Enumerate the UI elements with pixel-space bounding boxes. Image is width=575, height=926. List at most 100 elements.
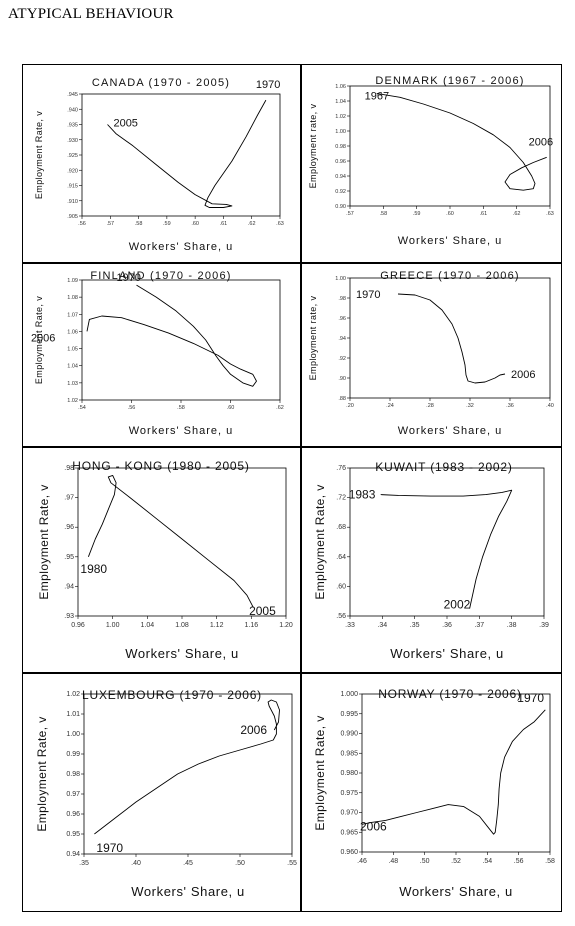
y-tick-label: 1.00 [335, 129, 346, 135]
x-axis-label: Workers' Share, u [125, 646, 239, 661]
chart-panel-5: HONG - KONG (1980 - 2005) 0.96 1.00 1.04 1.0… [37, 459, 293, 661]
y-tick-label: .88 [338, 396, 346, 402]
x-tick-label: .36 [506, 403, 514, 409]
y-axis-label: Employment Rate, v [34, 111, 44, 199]
x-tick-label: .38 [507, 622, 517, 629]
plot-area-frame [81, 279, 281, 401]
y-tick-label: .72 [336, 495, 346, 502]
y-tick-label: .94 [64, 583, 74, 590]
x-tick-label: .54 [482, 858, 492, 865]
x-tick-label: .57 [106, 221, 114, 227]
y-tick-label: 0.970 [340, 810, 358, 817]
x-tick-label: 1.00 [106, 622, 120, 629]
grid-divider-vertical [300, 65, 302, 911]
end-year-label: 2006 [31, 332, 55, 344]
chart-panel-1: CANADA (1970 - 2005) .56 .57 .58 .59 .60 .61 .6… [34, 77, 284, 253]
chart-panel-6: KUWAIT (1983 - 2002) .33 .34 .35 .36 .37 .38 .3… [313, 460, 549, 661]
x-tick-label: .45 [183, 860, 193, 867]
x-tick-label: 1.20 [279, 622, 293, 629]
x-tick-label: .58 [135, 221, 143, 227]
y-tick-label: .56 [336, 613, 346, 620]
chart-panel-3: FINLAND (1970 - 2006) .54 .56 .58 .60 .62 1.02… [31, 270, 284, 437]
chart-title: HONG - KONG (1980 - 2005) [72, 459, 249, 473]
y-tick-label: .905 [67, 214, 78, 220]
y-tick-label: .910 [67, 199, 78, 205]
series-line [86, 284, 257, 387]
chart-title: CANADA (1970 - 2005) [92, 77, 230, 89]
x-tick-label: .35 [79, 860, 89, 867]
x-tick-label: .59 [163, 221, 171, 227]
x-tick-label: .55 [287, 860, 297, 867]
end-year-label: 2006 [511, 369, 535, 381]
chart-title: FINLAND (1970 - 2006) [90, 270, 231, 282]
x-tick-label: .39 [539, 622, 549, 629]
x-tick-label: .63 [276, 221, 284, 227]
series-line [361, 709, 546, 835]
y-tick-label: .95 [64, 554, 74, 561]
x-tick-label: .35 [410, 622, 420, 629]
y-tick-label: 0.92 [335, 189, 346, 195]
y-tick-label: .98 [64, 465, 74, 472]
x-tick-label: .20 [346, 403, 354, 409]
x-tick-label: .61 [480, 211, 488, 217]
chart-panel-8: NORWAY (1970 - 2006).46.48.50.52.54.56.5… [313, 687, 555, 899]
x-tick-label: .63 [546, 211, 554, 217]
page-title: ATYPICAL BEHAVIOUR [8, 6, 174, 22]
y-tick-label: .96 [338, 316, 346, 322]
grid-divider-row-1 [23, 262, 561, 264]
start-year-label: 1970 [356, 289, 380, 301]
x-tick-label: .34 [377, 622, 387, 629]
x-axis-label: Workers' Share, u [390, 646, 504, 661]
y-axis-label: Employment Rate, v [37, 484, 51, 599]
y-tick-label: 0.990 [340, 731, 358, 738]
end-year-label: 2006 [360, 819, 387, 833]
x-tick-label: .50 [420, 858, 430, 865]
y-tick-label: .925 [67, 153, 78, 159]
x-axis-label: Workers' Share, u [129, 425, 233, 437]
start-year-label: 1970 [116, 272, 140, 284]
chart-title: GREECE (1970 - 2006) [380, 270, 520, 282]
y-axis-label: Employment Rate, v [34, 296, 44, 384]
x-tick-label: .58 [545, 858, 555, 865]
x-tick-label: .54 [78, 405, 86, 411]
end-year-label: 2005 [249, 604, 276, 618]
start-year-label: 1983 [349, 488, 376, 502]
plot-area-frame [77, 467, 287, 617]
x-tick-label: .48 [388, 858, 398, 865]
grid-divider-row-3 [23, 672, 561, 674]
y-tick-label: 0.90 [335, 204, 346, 210]
end-year-label: 2006 [529, 136, 553, 148]
y-tick-label: 1.06 [335, 84, 346, 90]
x-tick-label: .52 [451, 858, 461, 865]
x-tick-label: .56 [128, 405, 136, 411]
plot-area-frame [83, 693, 293, 855]
y-tick-label: 1.00 [66, 731, 80, 738]
grid-divider-row-2 [23, 446, 561, 448]
y-tick-label: .915 [67, 184, 78, 190]
x-tick-label: 1.12 [210, 622, 224, 629]
y-tick-label: 1.04 [67, 364, 78, 370]
chart-grid-frame [22, 64, 562, 912]
x-axis-label: Workers' Share, u [398, 425, 502, 437]
y-axis-label: Employment rate, v [308, 104, 318, 189]
y-tick-label: 0.94 [335, 174, 346, 180]
y-tick-label: 0.980 [340, 770, 358, 777]
x-tick-label: .56 [514, 858, 524, 865]
y-tick-label: 0.985 [340, 750, 358, 757]
x-tick-label: .24 [386, 403, 394, 409]
y-tick-label: .920 [67, 168, 78, 174]
y-tick-label: .97 [64, 495, 74, 502]
y-tick-label: 1.02 [66, 691, 80, 698]
y-axis-label: Employment Rate, v [313, 715, 327, 830]
x-axis-label: Workers' Share, u [399, 884, 513, 899]
x-tick-label: 1.04 [141, 622, 155, 629]
chart-panel-4: GREECE (1970 - 2006) .20 .24 .28 .32 .36 .40 .8… [308, 270, 554, 437]
series-line [87, 474, 254, 608]
y-tick-label: 0.975 [340, 790, 358, 797]
x-tick-label: .59 [413, 211, 421, 217]
y-tick-label: 0.960 [340, 849, 358, 856]
x-tick-label: .58 [177, 405, 185, 411]
x-tick-label: .62 [513, 211, 521, 217]
start-year-label: 1967 [365, 91, 389, 103]
x-tick-label: .56 [78, 221, 86, 227]
